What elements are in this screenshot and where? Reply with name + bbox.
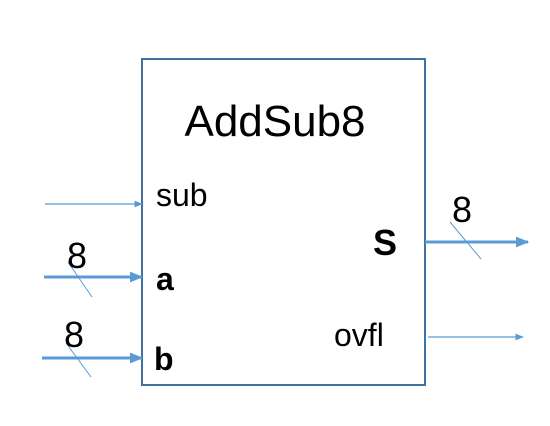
b-bus-width: 8 — [64, 314, 84, 355]
b-port-label: b — [154, 341, 174, 377]
a-bus-width: 8 — [67, 235, 87, 276]
ovfl-port-label: ovfl — [334, 317, 384, 353]
s-bus-slash — [449, 221, 482, 260]
b-bus-slash — [65, 342, 92, 378]
s-port-label: S — [373, 222, 397, 263]
addsub8-block — [141, 58, 426, 386]
s-bus-width: 8 — [452, 189, 472, 230]
a-bus-slash — [67, 261, 93, 298]
a-port-label: a — [156, 261, 174, 297]
block-title: AddSub8 — [184, 97, 365, 146]
sub-port-label: sub — [156, 177, 208, 213]
